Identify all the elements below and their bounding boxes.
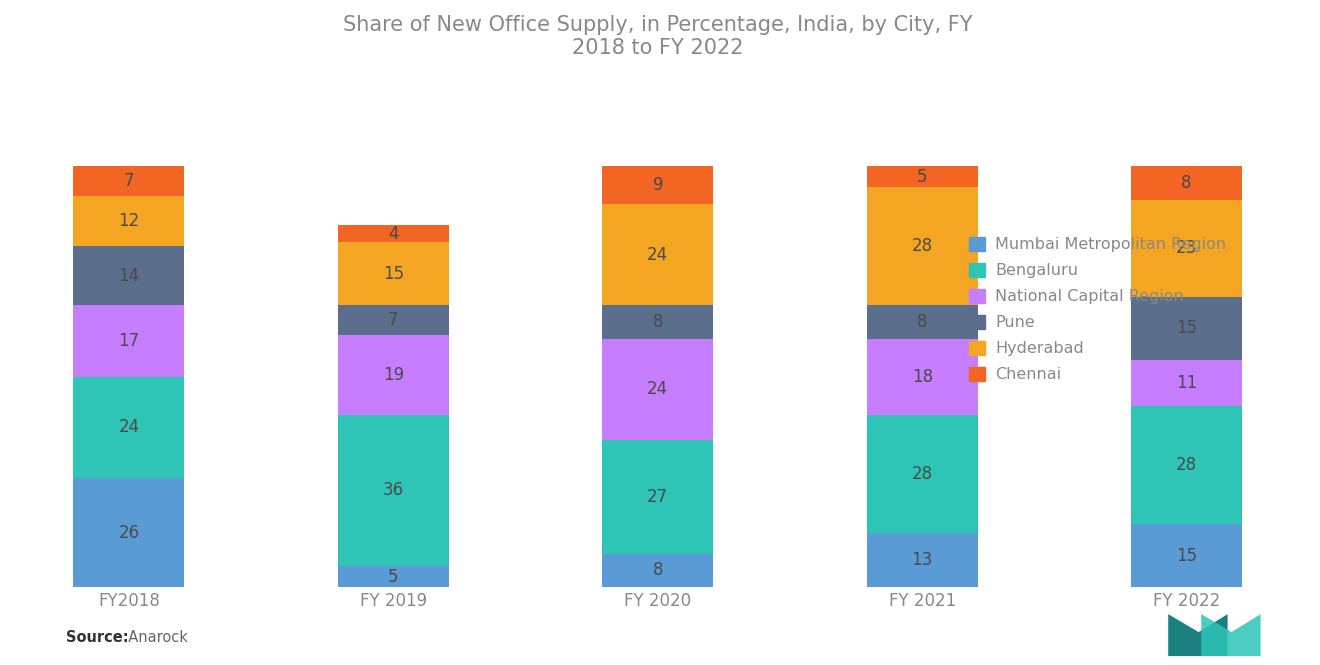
Text: 24: 24 (647, 245, 668, 263)
Bar (338, 414, 449, 566)
Text: 11: 11 (1176, 374, 1197, 392)
Text: 24: 24 (119, 418, 140, 436)
Text: 15: 15 (383, 265, 404, 283)
Bar (74, 166, 185, 196)
Bar (338, 225, 449, 242)
Text: 15: 15 (1176, 547, 1197, 565)
Text: Anarock: Anarock (119, 630, 187, 645)
Text: 5: 5 (388, 568, 399, 586)
Text: 24: 24 (647, 380, 668, 398)
Bar (74, 305, 185, 376)
Text: 18: 18 (912, 368, 933, 386)
Bar (602, 305, 713, 339)
Bar (1131, 166, 1242, 200)
Text: Source:: Source: (66, 630, 128, 645)
Bar (74, 196, 185, 246)
Text: 27: 27 (647, 487, 668, 505)
Legend: Mumbai Metropolitan Region, Bengaluru, National Capital Region, Pune, Hyderabad,: Mumbai Metropolitan Region, Bengaluru, N… (961, 229, 1234, 390)
Bar (867, 305, 978, 339)
Text: 13: 13 (912, 551, 933, 569)
Bar (602, 166, 713, 204)
Text: 5: 5 (917, 168, 928, 186)
Bar (1131, 406, 1242, 524)
Bar (1131, 360, 1242, 406)
Text: 36: 36 (383, 481, 404, 499)
Bar (867, 414, 978, 533)
Text: 28: 28 (912, 237, 933, 255)
Text: 7: 7 (388, 311, 399, 329)
Bar (74, 246, 185, 305)
Text: 15: 15 (1176, 319, 1197, 337)
Text: 12: 12 (119, 212, 140, 230)
Bar (1131, 297, 1242, 360)
Text: 23: 23 (1176, 239, 1197, 257)
Bar (1131, 524, 1242, 587)
Bar (1131, 200, 1242, 297)
Bar (602, 553, 713, 587)
Bar (602, 440, 713, 553)
Bar (338, 566, 449, 587)
Bar (867, 188, 978, 305)
Text: 9: 9 (652, 176, 663, 194)
Text: 8: 8 (652, 313, 663, 331)
Bar (74, 376, 185, 477)
Text: 4: 4 (388, 225, 399, 243)
Text: 26: 26 (119, 523, 140, 541)
Bar (338, 305, 449, 334)
Text: 8: 8 (1181, 174, 1192, 192)
Bar (338, 334, 449, 414)
Bar (602, 204, 713, 305)
Text: 19: 19 (383, 366, 404, 384)
Bar (867, 533, 978, 587)
Bar (602, 339, 713, 440)
Text: 7: 7 (124, 172, 135, 190)
Bar (74, 477, 185, 587)
Text: 28: 28 (912, 465, 933, 483)
Bar (867, 339, 978, 414)
Text: 8: 8 (652, 561, 663, 579)
Bar (338, 242, 449, 305)
Text: 17: 17 (119, 332, 140, 350)
Title: Share of New Office Supply, in Percentage, India, by City, FY
2018 to FY 2022: Share of New Office Supply, in Percentag… (343, 15, 973, 59)
Text: 14: 14 (119, 267, 140, 285)
Text: 8: 8 (917, 313, 928, 331)
Text: 28: 28 (1176, 456, 1197, 474)
Bar (867, 166, 978, 188)
